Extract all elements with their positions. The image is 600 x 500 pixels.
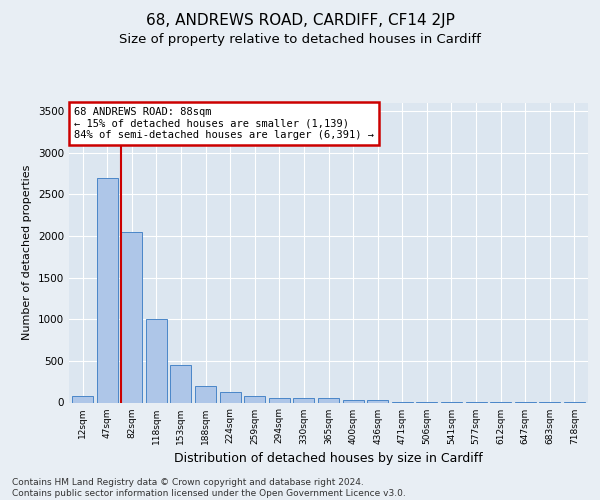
Text: 68 ANDREWS ROAD: 88sqm
← 15% of detached houses are smaller (1,139)
84% of semi-: 68 ANDREWS ROAD: 88sqm ← 15% of detached… [74,107,374,140]
Bar [367,400,388,402]
Bar [72,396,93,402]
Bar [170,365,191,403]
Text: Contains HM Land Registry data © Crown copyright and database right 2024.
Contai: Contains HM Land Registry data © Crown c… [12,478,406,498]
Bar [195,386,216,402]
Bar [220,392,241,402]
Bar [269,398,290,402]
Bar [244,396,265,402]
Text: Size of property relative to detached houses in Cardiff: Size of property relative to detached ho… [119,32,481,46]
Text: 68, ANDREWS ROAD, CARDIFF, CF14 2JP: 68, ANDREWS ROAD, CARDIFF, CF14 2JP [146,12,454,28]
Y-axis label: Number of detached properties: Number of detached properties [22,165,32,340]
Bar [121,232,142,402]
Bar [343,400,364,402]
Bar [146,319,167,402]
Bar [293,398,314,402]
Bar [318,398,339,402]
X-axis label: Distribution of detached houses by size in Cardiff: Distribution of detached houses by size … [174,452,483,465]
Bar [97,178,118,402]
